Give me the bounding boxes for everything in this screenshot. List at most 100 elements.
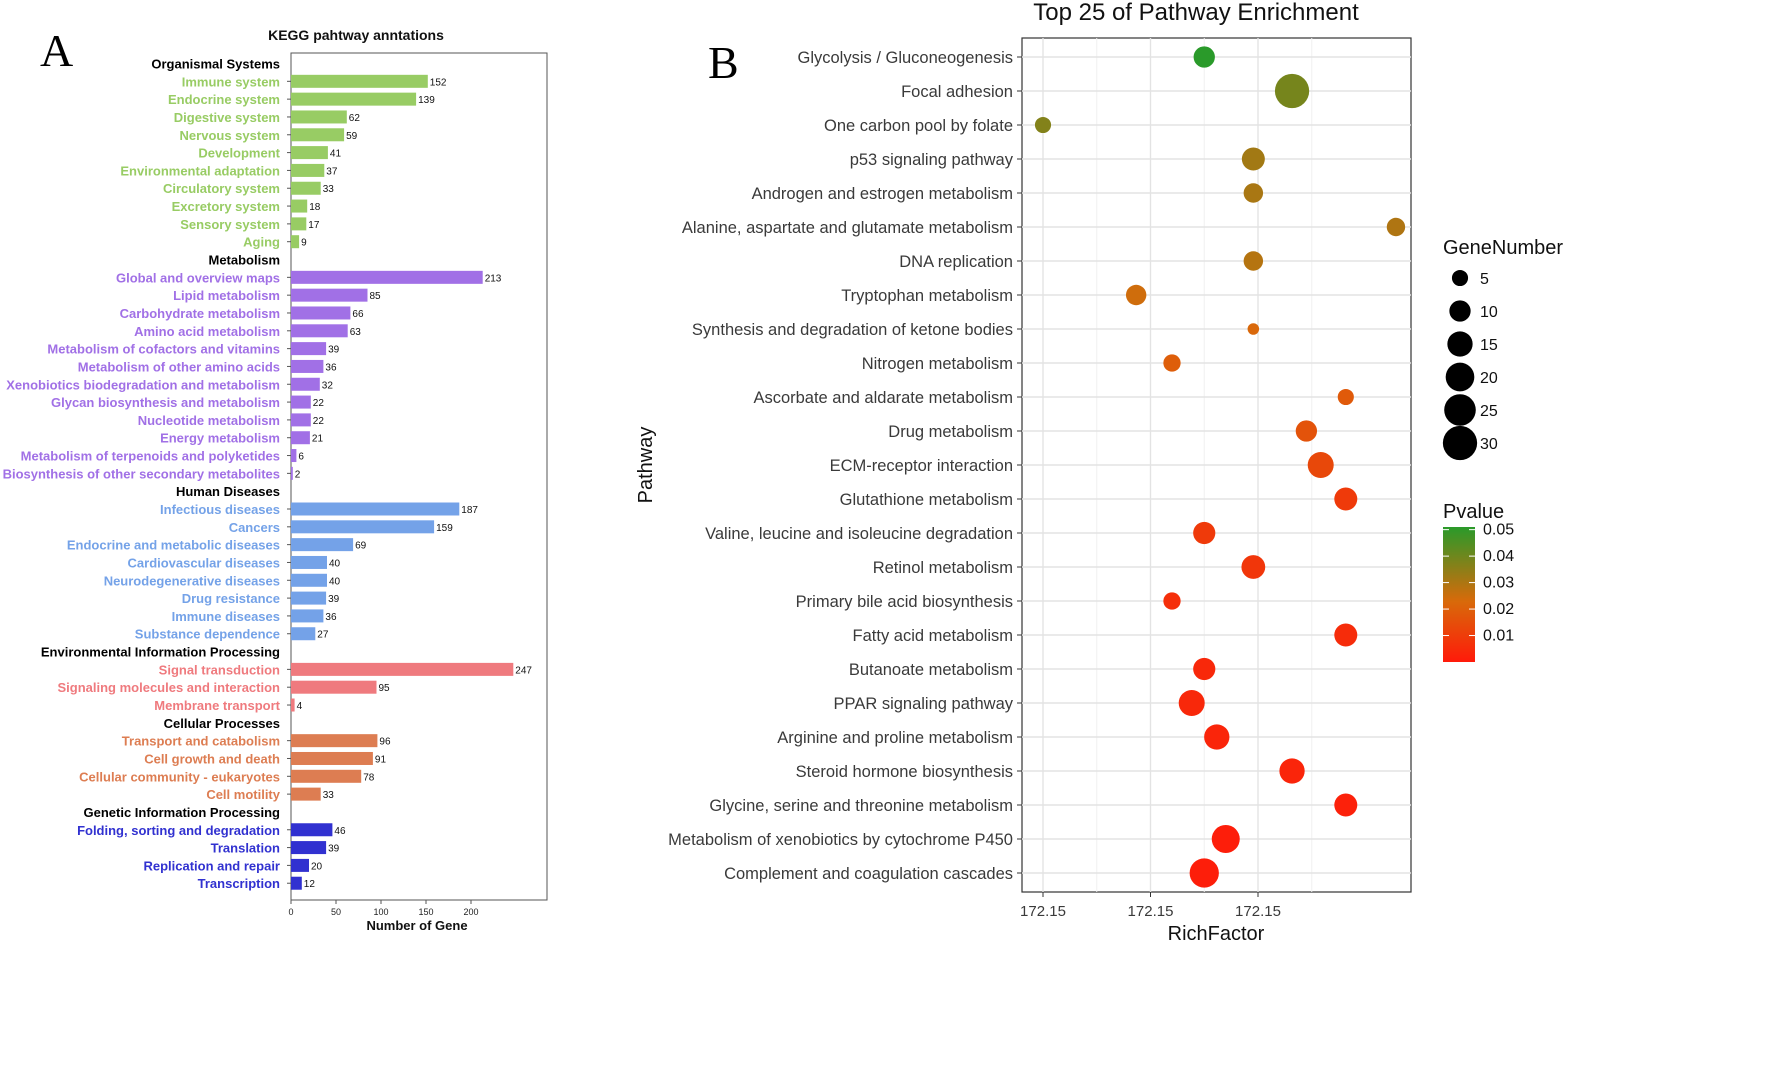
x-axis-label: Number of Gene <box>366 918 467 933</box>
bar <box>291 395 311 409</box>
bar <box>291 199 308 213</box>
pathway-label: Glutathione metabolism <box>840 491 1013 509</box>
bar-value-label: 37 <box>326 166 338 177</box>
bar-label: Immune diseases <box>172 609 280 624</box>
pathway-label: Arginine and proline metabolism <box>777 729 1013 747</box>
y-axis-label: Pathway <box>635 427 657 504</box>
pathway-label: Synthesis and degradation of ketone bodi… <box>692 321 1013 339</box>
bar-value-label: 36 <box>325 362 337 373</box>
bar-label: Amino acid metabolism <box>134 324 280 339</box>
bar-value-label: 96 <box>379 737 391 748</box>
size-legend-label: 5 <box>1480 271 1489 288</box>
chart-title: KEGG pahtway anntations <box>268 27 444 43</box>
enrichment-point <box>1163 354 1181 372</box>
bar <box>291 110 347 124</box>
chart-title: Top 25 of Pathway Enrichment <box>1033 0 1359 26</box>
bar-value-label: 247 <box>515 665 532 676</box>
color-legend-label: 0.05 <box>1483 522 1514 539</box>
bar <box>291 609 324 623</box>
category-header: Genetic Information Processing <box>84 805 281 820</box>
bar-value-label: 85 <box>370 291 382 302</box>
bar-value-label: 36 <box>325 612 337 623</box>
enrichment-point <box>1241 555 1266 579</box>
enrichment-point <box>1125 284 1147 306</box>
category-header: Organismal Systems <box>151 57 280 72</box>
bar <box>291 235 300 249</box>
bar-value-label: 41 <box>330 149 342 160</box>
enrichment-point <box>1211 824 1240 854</box>
bar-value-label: 39 <box>328 594 340 605</box>
bar <box>291 734 378 748</box>
enrichment-point <box>1241 147 1265 171</box>
pathway-label: Retinol metabolism <box>873 559 1013 577</box>
bar-value-label: 33 <box>323 790 335 801</box>
bar-label: Excretory system <box>172 199 280 214</box>
bar <box>291 627 316 641</box>
bar <box>291 466 293 480</box>
pathway-label: Fatty acid metabolism <box>853 627 1013 645</box>
bar <box>291 520 435 534</box>
enrichment-point <box>1178 690 1205 716</box>
pathway-label: Nitrogen metabolism <box>862 355 1013 373</box>
bar <box>291 288 368 302</box>
bar-value-label: 62 <box>349 113 361 124</box>
bar-label: Cell growth and death <box>144 751 280 766</box>
bar-value-label: 59 <box>346 131 358 142</box>
bar-label: Biosynthesis of other secondary metaboli… <box>3 466 280 481</box>
pathway-label: Primary bile acid biosynthesis <box>796 593 1013 611</box>
size-legend-title: GeneNumber <box>1443 237 1563 259</box>
pathway-label: DNA replication <box>899 253 1013 271</box>
enrichment-point <box>1034 116 1052 134</box>
pathway-label: Androgen and estrogen metabolism <box>752 185 1013 203</box>
pathway-label: Butanoate metabolism <box>849 661 1013 679</box>
size-legend-key <box>1447 331 1473 357</box>
bar-value-label: 20 <box>311 861 323 872</box>
x-tick-label: 150 <box>418 907 433 917</box>
bar <box>291 413 311 427</box>
bar-label: Xenobiotics biodegradation and metabolis… <box>6 377 280 392</box>
bar-value-label: 2 <box>295 469 301 480</box>
bar <box>291 217 307 231</box>
bar <box>291 591 327 605</box>
bar-value-label: 21 <box>312 434 324 445</box>
pathway-label: p53 signaling pathway <box>850 151 1014 169</box>
enrichment-point <box>1243 251 1264 271</box>
bar <box>291 555 327 569</box>
bar-label: Metabolism of terpenoids and polyketides <box>21 449 280 464</box>
bar-value-label: 39 <box>328 345 340 356</box>
bar-value-label: 69 <box>355 541 367 552</box>
bar-label: Nervous system <box>180 128 280 143</box>
bar-value-label: 152 <box>430 77 447 88</box>
bar-value-label: 213 <box>485 273 502 284</box>
bar-label: Global and overview maps <box>116 270 280 285</box>
bar <box>291 876 302 890</box>
bar-label: Drug resistance <box>182 591 280 606</box>
bar-label: Substance dependence <box>135 627 280 642</box>
bar <box>291 128 345 142</box>
bar-label: Energy metabolism <box>160 431 280 446</box>
bar-label: Circulatory system <box>163 181 280 196</box>
bar <box>291 342 327 356</box>
bar <box>291 502 460 516</box>
bar <box>291 449 297 463</box>
bar <box>291 573 327 587</box>
bar-label: Membrane transport <box>154 698 280 713</box>
color-legend-label: 0.02 <box>1483 601 1514 618</box>
bar <box>291 662 514 676</box>
bar-label: Infectious diseases <box>160 502 280 517</box>
bar <box>291 146 328 160</box>
bar-value-label: 40 <box>329 558 341 569</box>
enrichment-point <box>1295 420 1318 442</box>
enrichment-point <box>1334 623 1358 647</box>
bar <box>291 359 324 373</box>
color-legend-bar <box>1443 527 1475 662</box>
bar-label: Neurodegenerative diseases <box>104 573 280 588</box>
bar-label: Endocrine system <box>168 92 280 107</box>
color-legend-label: 0.03 <box>1483 575 1514 592</box>
bar-label: Endocrine and metabolic diseases <box>67 538 280 553</box>
size-legend-key <box>1445 362 1475 392</box>
bar-label: Development <box>198 146 280 161</box>
size-legend-key <box>1451 269 1469 287</box>
pathway-label: One carbon pool by folate <box>824 117 1013 135</box>
bar <box>291 163 325 177</box>
